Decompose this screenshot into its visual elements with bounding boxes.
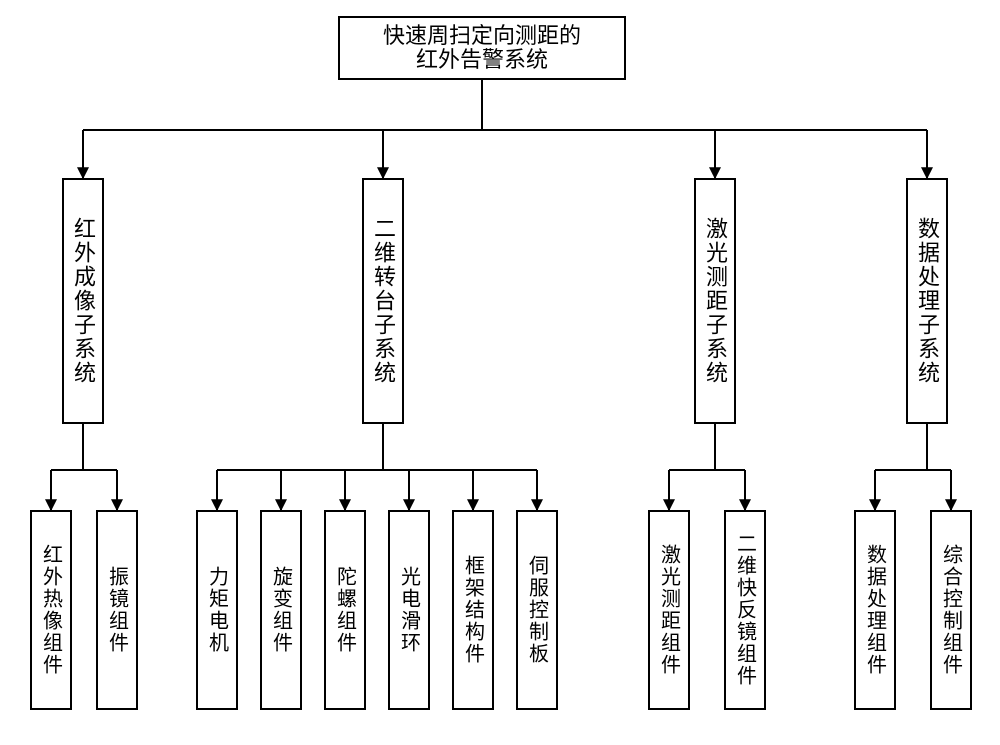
connector-lines xyxy=(0,0,1000,745)
leaf-node: 光电滑环 xyxy=(388,510,430,710)
leaf-node: 红外热像组件 xyxy=(30,510,72,710)
leaf-node: 数据处理组件 xyxy=(854,510,896,710)
leaf-node: 框架结构件 xyxy=(452,510,494,710)
leaf-node: 伺服控制板 xyxy=(516,510,558,710)
subsystem-two_axis_turntable: 二维转台子系统 xyxy=(362,178,404,424)
subsystem-infrared_imaging: 红外成像子系统 xyxy=(62,178,104,424)
leaf-node: 综合控制组件 xyxy=(930,510,972,710)
leaf-node: 旋变组件 xyxy=(260,510,302,710)
leaf-node: 力矩电机 xyxy=(196,510,238,710)
root-line1: 快速周扫定向测距的 xyxy=(383,24,581,48)
subsystem-laser_ranging: 激光测距子系统 xyxy=(694,178,736,424)
leaf-node: 振镜组件 xyxy=(96,510,138,710)
leaf-node: 二维快反镜组件 xyxy=(724,510,766,710)
subsystem-data_processing: 数据处理子系统 xyxy=(906,178,948,424)
leaf-node: 激光测距组件 xyxy=(648,510,690,710)
leaf-node: 陀螺组件 xyxy=(324,510,366,710)
root-node: 快速周扫定向测距的 红外告警系统 xyxy=(338,16,626,80)
root-line2: 红外告警系统 xyxy=(383,48,581,72)
